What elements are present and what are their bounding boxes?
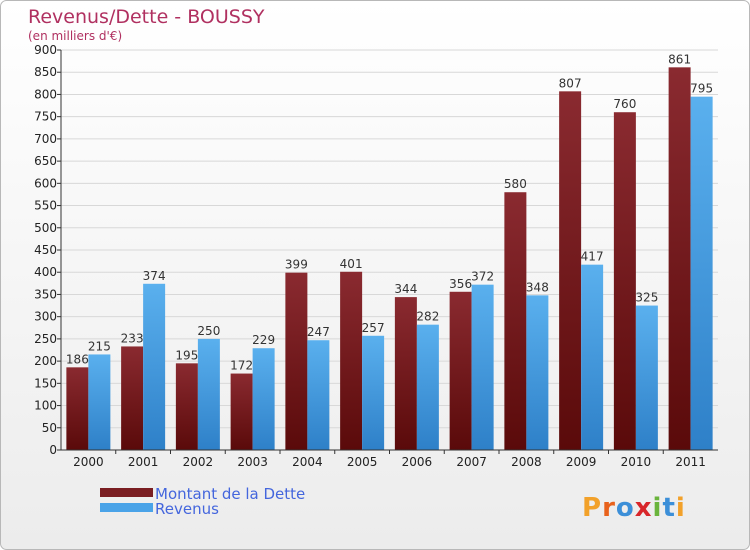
data-label-revenus-2011: 795 bbox=[690, 82, 713, 96]
legend-label-dette: Montant de la Dette bbox=[155, 485, 305, 503]
data-label-dette-2006: 344 bbox=[394, 282, 417, 296]
y-tick-label: 800 bbox=[34, 87, 57, 101]
data-label-dette-2003: 172 bbox=[230, 359, 253, 373]
bar-dette-2009 bbox=[559, 91, 582, 450]
y-tick-label: 850 bbox=[34, 65, 57, 79]
y-tick-label: 150 bbox=[34, 376, 57, 390]
x-tick-label: 2003 bbox=[237, 455, 268, 469]
grid-lines bbox=[61, 49, 718, 429]
x-tick-label: 2011 bbox=[675, 455, 706, 469]
data-label-revenus-2001: 374 bbox=[143, 269, 166, 283]
bar-dette-2004 bbox=[285, 272, 308, 450]
x-tick-label: 2010 bbox=[621, 455, 652, 469]
x-tick-label: 2006 bbox=[402, 455, 433, 469]
data-label-revenus-2009: 417 bbox=[581, 250, 604, 264]
y-tick-label: 200 bbox=[34, 354, 57, 368]
y-tick-label: 0 bbox=[49, 443, 57, 457]
bar-revenus-2007 bbox=[471, 284, 494, 450]
bar-dette-2003 bbox=[230, 373, 253, 450]
x-tick-label: 2007 bbox=[456, 455, 487, 469]
y-tick-label: 450 bbox=[34, 243, 57, 257]
legend-swatch-dette bbox=[100, 488, 153, 497]
bar-revenus-2009 bbox=[581, 264, 604, 450]
bar-revenus-2006 bbox=[416, 324, 439, 450]
proxiti-logo: Proxiti bbox=[582, 493, 686, 523]
x-tick-label: 2009 bbox=[566, 455, 597, 469]
bars bbox=[66, 67, 713, 451]
bar-revenus-2004 bbox=[307, 340, 330, 450]
data-label-revenus-2002: 250 bbox=[197, 324, 220, 338]
legend: Montant de la Dette Revenus bbox=[100, 485, 305, 518]
y-tick-label: 50 bbox=[42, 421, 57, 435]
bar-dette-2010 bbox=[613, 112, 636, 450]
data-label-revenus-2006: 282 bbox=[416, 310, 439, 324]
data-label-dette-2008: 580 bbox=[504, 177, 527, 191]
y-tick-label: 700 bbox=[34, 132, 57, 146]
y-tick-labels: 0 50 100 150 200 250 300 350 400 450 500 550 600 650 7… bbox=[34, 43, 61, 457]
bar-dette-2000 bbox=[66, 367, 89, 450]
bar-revenus-2010 bbox=[635, 305, 658, 450]
y-tick-label: 500 bbox=[34, 221, 57, 235]
x-tick-label: 2004 bbox=[292, 455, 323, 469]
legend-label-revenus: Revenus bbox=[155, 500, 219, 518]
svg-text:Proxiti: Proxiti bbox=[582, 493, 686, 523]
bar-dette-2008 bbox=[504, 192, 527, 450]
data-label-revenus-2000: 215 bbox=[88, 339, 111, 353]
y-tick-label: 900 bbox=[34, 43, 57, 57]
y-tick-label: 600 bbox=[34, 176, 57, 190]
bar-revenus-2002 bbox=[197, 338, 220, 450]
data-label-dette-2001: 233 bbox=[121, 331, 144, 345]
chart-title: Revenus/Dette - BOUSSY bbox=[28, 6, 265, 28]
bar-revenus-2011 bbox=[690, 96, 713, 451]
x-tick-label: 2005 bbox=[347, 455, 378, 469]
bar-dette-2011 bbox=[668, 67, 691, 450]
bar-revenus-2000 bbox=[88, 354, 111, 450]
y-tick-label: 250 bbox=[34, 332, 57, 346]
data-label-dette-2005: 401 bbox=[340, 257, 363, 271]
data-label-dette-2000: 186 bbox=[66, 352, 89, 366]
bar-revenus-2001 bbox=[143, 283, 166, 450]
data-label-revenus-2008: 348 bbox=[526, 280, 549, 294]
x-tick-label: 2001 bbox=[128, 455, 159, 469]
data-label-revenus-2004: 247 bbox=[307, 325, 330, 339]
data-label-revenus-2010: 325 bbox=[635, 291, 658, 305]
data-label-revenus-2005: 257 bbox=[362, 321, 385, 335]
y-tick-label: 650 bbox=[34, 154, 57, 168]
legend-swatch-revenus bbox=[100, 503, 153, 512]
data-label-dette-2007: 356 bbox=[449, 277, 472, 291]
y-tick-label: 400 bbox=[34, 265, 57, 279]
y-tick-label: 100 bbox=[34, 399, 57, 413]
bar-dette-2001 bbox=[121, 346, 144, 450]
bar-dette-2002 bbox=[175, 363, 198, 450]
y-tick-label: 300 bbox=[34, 310, 57, 324]
y-tick-label: 350 bbox=[34, 287, 57, 301]
x-tick-labels: 2000 2001 2002 2003 2004 2005 2006 2007 2008 2009… bbox=[73, 450, 706, 469]
data-label-dette-2010: 760 bbox=[613, 97, 636, 111]
data-label-dette-2009: 807 bbox=[559, 76, 582, 90]
y-tick-label: 750 bbox=[34, 110, 57, 124]
bar-dette-2005 bbox=[340, 271, 363, 450]
bar-revenus-2003 bbox=[252, 348, 275, 450]
bar-revenus-2008 bbox=[526, 295, 549, 450]
chart-subtitle: (en milliers d'€) bbox=[28, 29, 122, 43]
data-label-revenus-2003: 229 bbox=[252, 333, 275, 347]
data-label-revenus-2007: 372 bbox=[471, 270, 494, 284]
data-label-dette-2002: 195 bbox=[175, 348, 198, 362]
x-tick-label: 2002 bbox=[183, 455, 214, 469]
x-tick-label: 2008 bbox=[511, 455, 542, 469]
data-label-dette-2011: 861 bbox=[668, 52, 691, 66]
bar-revenus-2005 bbox=[362, 335, 385, 450]
x-tick-label: 2000 bbox=[73, 455, 104, 469]
bar-dette-2006 bbox=[394, 297, 417, 450]
y-tick-label: 550 bbox=[34, 199, 57, 213]
bar-dette-2007 bbox=[449, 291, 472, 450]
data-label-dette-2004: 399 bbox=[285, 258, 308, 272]
